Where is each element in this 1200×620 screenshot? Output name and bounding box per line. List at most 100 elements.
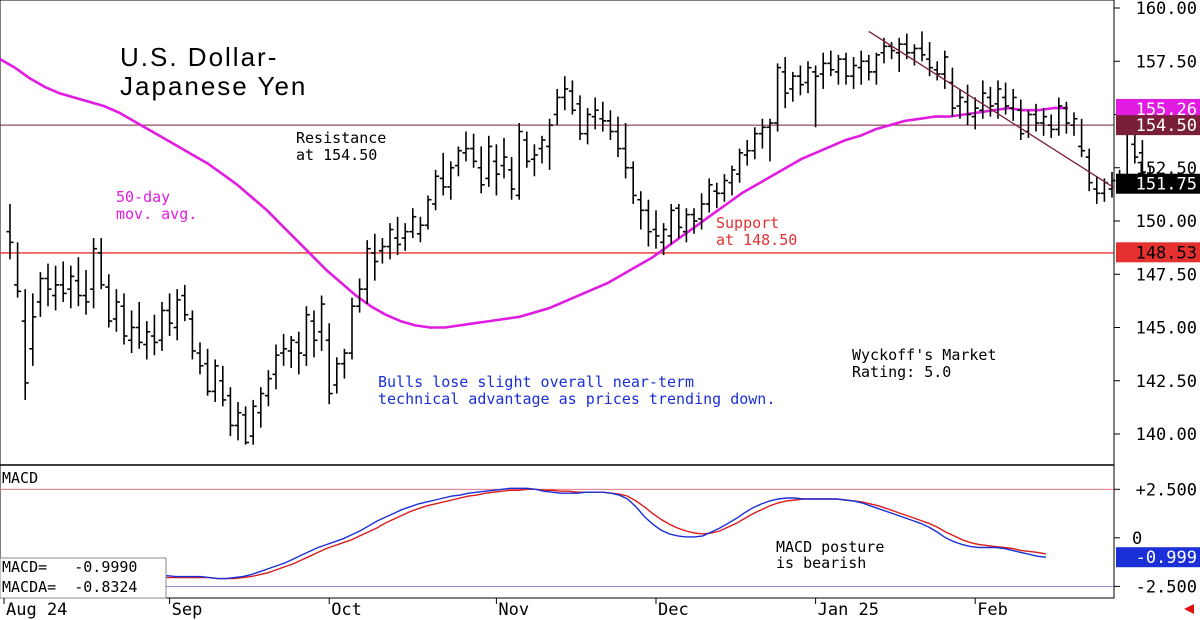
ohlc-bar (629, 161, 637, 204)
ohlc-bar (302, 306, 310, 366)
ohlc-bar (173, 289, 181, 341)
ohlc-bar (591, 97, 599, 130)
bulls-note-line2: technical advantage as prices trending d… (378, 390, 775, 408)
moving-average-line (0, 57, 1068, 329)
ohlc-bar (166, 293, 174, 337)
price-tick-label: 147.50 (1136, 265, 1197, 285)
price-tick-label: 145.00 (1136, 319, 1197, 339)
ohlc-bar (1017, 99, 1025, 141)
ohlc-bar (310, 310, 318, 358)
ohlc-bar (796, 65, 804, 96)
ohlc-bar (1062, 101, 1070, 134)
last-price-badge: 151.75 (1116, 173, 1200, 195)
ohlc-bar (105, 274, 113, 328)
support-label-line2: at 148.50 (716, 231, 797, 249)
ohlc-bar (690, 208, 698, 234)
ohlc-bar (698, 193, 706, 230)
ohlc-bar (713, 182, 721, 209)
x-tick-label: Oct (331, 600, 362, 620)
ohlc-bar (1047, 114, 1055, 138)
resistance-label-line1: Resistance (296, 129, 386, 147)
ohlc-bar (812, 65, 820, 128)
ohlc-bar (614, 116, 622, 158)
macd-axis-ticks: +2.500 0 -2.500 (0, 480, 1197, 597)
ohlc-bar (333, 357, 341, 394)
ohlc-bar (1032, 103, 1040, 132)
ohlc-bar (29, 293, 37, 366)
ohlc-bar (264, 370, 272, 407)
chart-title-line1: U.S. Dollar- (120, 42, 278, 72)
ohlc-bar (774, 63, 782, 132)
macd-lines (0, 487, 1047, 588)
price-axis-ticks: 160.00157.50155.00152.50150.00147.50145.… (1114, 0, 1197, 445)
price-tick-label: 142.50 (1136, 372, 1197, 392)
plot-frame (0, 0, 1115, 599)
ohlc-bar (340, 348, 348, 379)
ohlc-bar (622, 123, 630, 179)
ohlc-bar (128, 310, 136, 354)
ohlc-bar (150, 314, 158, 356)
ohlc-bar (158, 301, 166, 351)
ohlc-bar (584, 108, 592, 145)
ohlc-bar (971, 97, 979, 130)
x-tick-label: Aug 24 (6, 600, 67, 620)
macd-readout-box (0, 557, 167, 599)
ohlc-bar (568, 80, 576, 115)
ohlc-bar (599, 101, 607, 132)
ohlc-bar (827, 50, 835, 77)
ohlc-bar (67, 265, 75, 309)
svg-text:148.53: 148.53 (1136, 243, 1197, 263)
ohlc-bar (979, 80, 987, 119)
ohlc-bar (394, 216, 402, 256)
macd-readout: MACD= -0.9990 (2, 558, 137, 576)
ohlc-bar (1078, 118, 1086, 158)
ohlc-bar (386, 223, 394, 260)
ohlc-bar (97, 238, 105, 290)
ohlc-bar (409, 208, 417, 239)
ohlc-bar (523, 131, 531, 168)
ohlc-bar (964, 84, 972, 126)
ohlc-bar (120, 293, 128, 345)
ohlc-bar (546, 118, 554, 170)
ohlc-bar (462, 131, 470, 162)
wyckoff-line2: Rating: 5.0 (852, 363, 951, 381)
price-tick-label: 157.50 (1136, 52, 1197, 72)
ohlc-bar (736, 148, 744, 183)
ohlc-bar (933, 61, 941, 81)
price-tick-label: 150.00 (1136, 212, 1197, 232)
ma-label-line1: 50-day (116, 188, 170, 206)
ohlc-bars (6, 31, 1162, 445)
macd-value-badge: -0.999 (1136, 548, 1197, 568)
ohlc-bar (44, 263, 52, 307)
ohlc-bar (242, 406, 250, 445)
scroll-left-arrow-icon[interactable] (1184, 604, 1194, 614)
ohlc-bar (561, 76, 569, 111)
macd-value-badge-bg (1116, 547, 1200, 568)
bulls-note-line1: Bulls lose slight overall near-term (378, 373, 694, 391)
downtrend-line-segment (868, 30, 1115, 189)
x-axis: Aug 24 Sep Oct Nov Dec Jan 25 Feb (3, 598, 1008, 620)
svg-text:151.75: 151.75 (1136, 175, 1197, 195)
ohlc-bar (743, 140, 751, 166)
ohlc-bar (219, 365, 227, 407)
ohlc-bar (895, 37, 903, 72)
ohlc-bar (439, 152, 447, 196)
macda-signal-line (0, 488, 1047, 585)
ohlc-bar (181, 284, 189, 322)
ohlc-bar (538, 135, 546, 164)
ohlc-bar (112, 289, 120, 332)
ohlc-bar (371, 233, 379, 281)
macd-tick-label: +2.500 (1136, 480, 1197, 500)
x-tick-label: Feb (977, 600, 1008, 620)
ohlc-bar (1070, 112, 1078, 136)
ohlc-bar (834, 54, 842, 85)
ohlc-bar (295, 331, 303, 375)
ohlc-bar (143, 321, 151, 360)
ohlc-bar (819, 52, 827, 89)
ma-price-badge: 155.26 (1116, 98, 1200, 120)
ohlc-bar (903, 33, 911, 60)
ohlc-bar (188, 310, 196, 360)
ohlc-bar (447, 161, 455, 200)
